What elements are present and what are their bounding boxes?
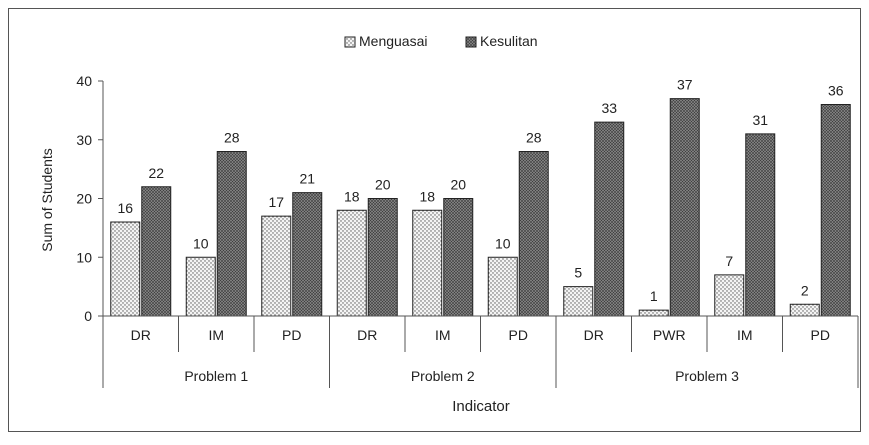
bar-menguasai	[714, 274, 745, 317]
x-tick-label: PWR	[653, 327, 686, 343]
bar-menguasai	[336, 209, 367, 317]
bar-kesulitan	[367, 198, 398, 317]
legend-swatch-menguasai	[344, 36, 356, 48]
bar-kesulitan	[669, 98, 700, 317]
data-label-menguasai: 7	[725, 253, 733, 269]
bar-kesulitan	[443, 198, 474, 317]
x-tick-label: IM	[435, 327, 451, 343]
data-label-menguasai: 1	[650, 288, 658, 304]
bar-menguasai	[487, 256, 518, 317]
x-group-label: Problem 1	[184, 368, 248, 384]
legend: Menguasai Kesulitan	[344, 33, 538, 49]
bar-kesulitan	[518, 151, 549, 317]
data-label-kesulitan: 31	[752, 112, 768, 128]
data-label-kesulitan: 22	[148, 165, 164, 181]
chart-border	[8, 8, 861, 432]
y-tick-label: 20	[76, 191, 92, 207]
bar-kesulitan	[594, 121, 625, 317]
bar-kesulitan	[141, 186, 172, 317]
x-tick-label: PD	[282, 327, 301, 343]
x-axis-label: Indicator	[452, 398, 510, 415]
y-tick-label: 40	[76, 73, 92, 89]
y-tick-label: 0	[84, 308, 92, 324]
x-tick-label: PD	[811, 327, 830, 343]
x-tick-label: DR	[584, 327, 604, 343]
x-group-label: Problem 3	[675, 368, 739, 384]
x-group-label: Problem 2	[411, 368, 475, 384]
data-label-menguasai: 5	[574, 265, 582, 281]
x-tick-label: DR	[357, 327, 377, 343]
data-label-kesulitan: 20	[375, 177, 391, 193]
y-axis: 0 10 20 30 40	[76, 73, 104, 324]
data-label-menguasai: 18	[419, 188, 435, 204]
bar-menguasai	[185, 256, 216, 317]
data-label-kesulitan: 21	[299, 171, 315, 187]
legend-swatch-kesulitan	[465, 36, 477, 48]
x-axis: DR IM PD DR IM PD DR PWR IM PD Problem 1 Problem 2 P…	[102, 315, 859, 388]
bar-kesulitan	[216, 151, 247, 317]
data-label-menguasai: 18	[344, 188, 360, 204]
data-label-kesulitan: 37	[677, 77, 693, 93]
legend-label-kesulitan: Kesulitan	[480, 33, 538, 49]
data-label-kesulitan: 28	[526, 130, 542, 146]
data-label-menguasai: 10	[193, 235, 209, 251]
data-label-menguasai: 16	[117, 200, 133, 216]
data-label-menguasai: 10	[495, 235, 511, 251]
data-label-kesulitan: 28	[224, 130, 240, 146]
bar-kesulitan	[745, 133, 776, 317]
bar-menguasai	[789, 303, 820, 317]
bar-menguasai	[110, 221, 141, 317]
x-tick-label: DR	[131, 327, 151, 343]
y-axis-label: Sum of Students	[39, 148, 55, 252]
legend-label-menguasai: Menguasai	[359, 33, 428, 49]
x-tick-label: IM	[208, 327, 224, 343]
y-tick-label: 10	[76, 249, 92, 265]
bar-menguasai	[563, 286, 594, 317]
bar-menguasai	[638, 309, 669, 317]
bar-menguasai	[412, 209, 443, 317]
y-tick-label: 30	[76, 132, 92, 148]
bar-menguasai	[261, 215, 292, 317]
x-tick-label: IM	[737, 327, 753, 343]
bar-kesulitan	[820, 104, 851, 317]
data-label-kesulitan: 20	[450, 177, 466, 193]
data-label-menguasai: 17	[268, 194, 284, 210]
data-label-kesulitan: 33	[601, 100, 617, 116]
data-label-kesulitan: 36	[828, 83, 844, 99]
bar-kesulitan	[292, 192, 323, 317]
x-tick-label: PD	[509, 327, 528, 343]
data-label-menguasai: 2	[801, 282, 809, 298]
bars: 16 22 10 28 17 21 18 20 18 20 10 28 5 33 1 37 7 31 2 36	[110, 77, 851, 317]
